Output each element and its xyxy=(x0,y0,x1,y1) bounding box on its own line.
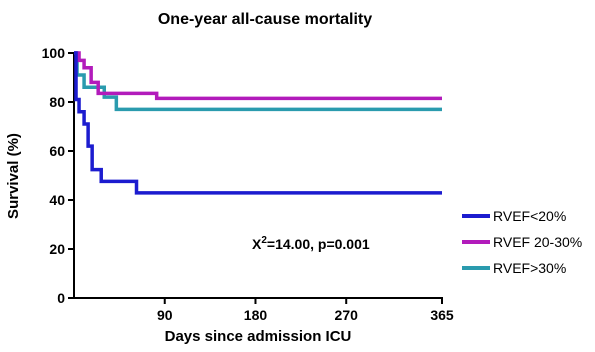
series-line-1 xyxy=(74,51,442,195)
x-tick-label: 365 xyxy=(430,307,454,323)
chi-square-annotation: X2=14.00, p=0.001 xyxy=(252,235,370,252)
y-tick-label: 60 xyxy=(49,143,65,159)
legend-label: RVEF<20% xyxy=(493,208,566,224)
y-tick-label: 0 xyxy=(57,290,65,306)
chi-superscript: 2 xyxy=(261,235,267,246)
legend: RVEF<20% RVEF 20-30% RVEF>30% xyxy=(462,208,582,276)
y-tick-label: 80 xyxy=(49,94,65,110)
chi-statistic: =14.00, p=0.001 xyxy=(267,236,370,252)
y-tick-label: 20 xyxy=(49,241,65,257)
y-axis-label-group: Survival (%) xyxy=(5,133,22,219)
legend-label: RVEF>30% xyxy=(493,260,566,276)
y-axis-label: Survival (%) xyxy=(5,133,22,219)
ticks-layer: 0 20 40 60 80 100 90 180 270 365 xyxy=(42,45,454,323)
chart-title: One-year all-cause mortality xyxy=(158,11,372,28)
x-axis-label: Days since admission ICU xyxy=(165,328,352,345)
legend-label: RVEF 20-30% xyxy=(493,234,582,250)
series-layer xyxy=(74,51,442,195)
x-tick-label: 180 xyxy=(244,307,268,323)
y-tick-label: 100 xyxy=(42,45,66,61)
x-tick-label: 270 xyxy=(335,307,359,323)
x-tick-label: 90 xyxy=(157,307,173,323)
y-tick-label: 40 xyxy=(49,192,65,208)
series-line-3 xyxy=(74,51,442,112)
chi-symbol: X xyxy=(252,236,262,252)
series-line-2 xyxy=(74,51,442,101)
